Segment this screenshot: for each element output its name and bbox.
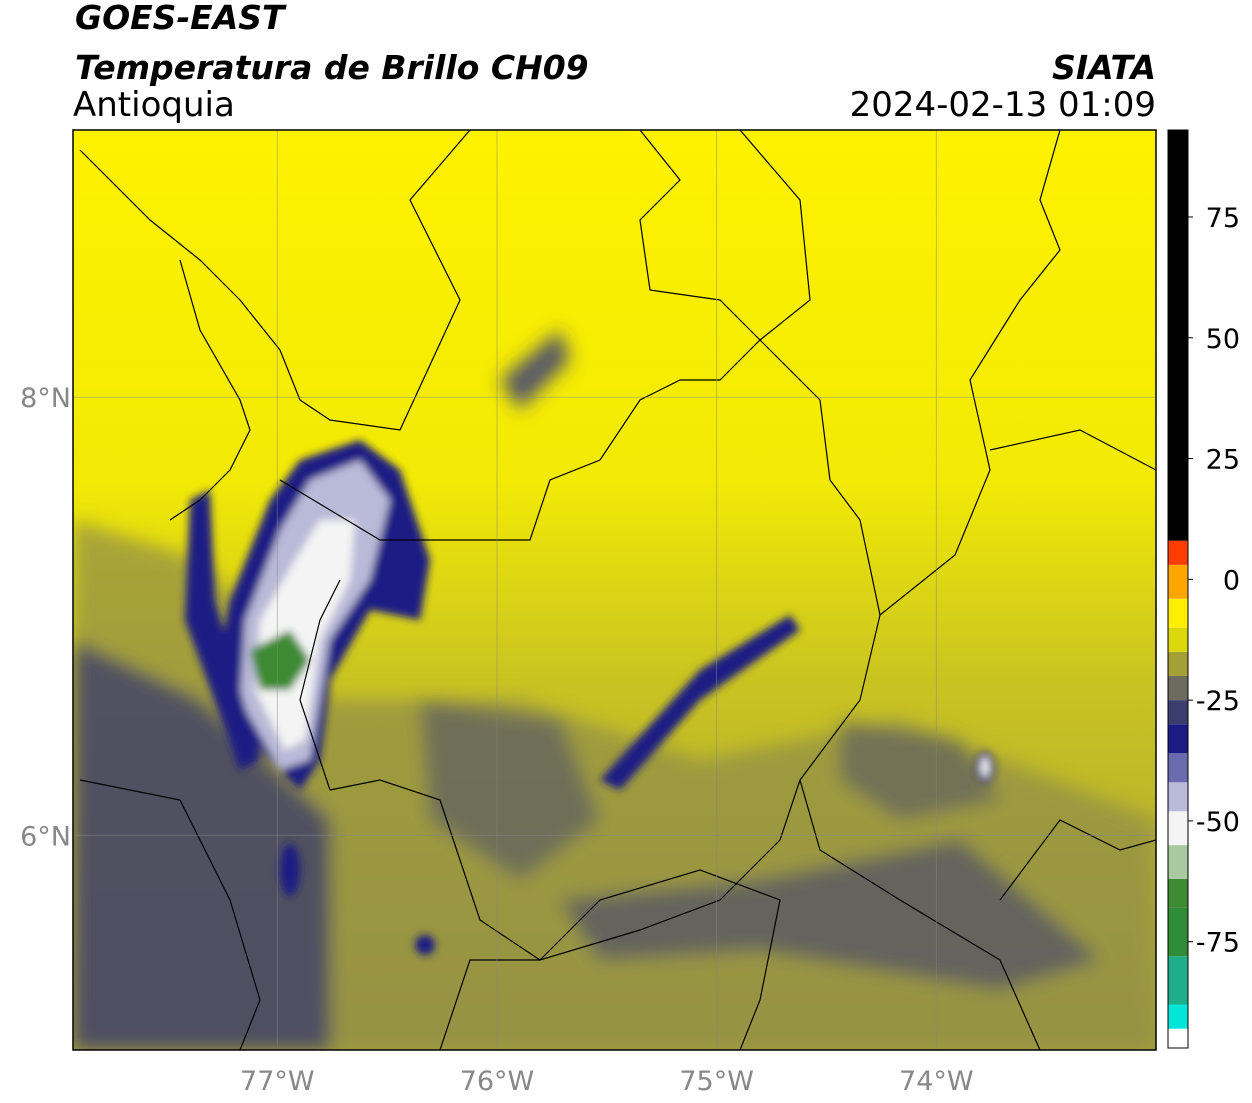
colorbar-segment [1168, 651, 1188, 676]
colorbar-segment [1168, 627, 1188, 652]
lon-tick-label: 75°W [679, 1066, 754, 1097]
colorbar-tick-label: -50 [1196, 807, 1240, 838]
colorbar-segment [1168, 540, 1188, 565]
colorbar-segment [1168, 845, 1188, 879]
colorbar: 75 50 25 0 -25 -50 -75 [1167, 129, 1240, 1049]
colorbar-tick-label: -25 [1196, 686, 1240, 717]
colorbar-segment [1168, 753, 1188, 783]
product-title: Temperatura de Brillo CH09 [75, 48, 589, 87]
colorbar-segment [1168, 724, 1188, 754]
graticule: 77°W 76°W 75°W 74°W 8°N 6°N [20, 130, 1156, 1097]
colorbar-segment [1168, 564, 1188, 599]
lon-tick-label: 74°W [899, 1066, 974, 1097]
colorbar-segment [1168, 130, 1188, 541]
colorbar-tick-label: 0 [1223, 565, 1240, 596]
colorbar-segment [1168, 956, 1188, 1005]
source-label: SIATA [1052, 48, 1156, 87]
colorbar-segment [1168, 1004, 1188, 1029]
lon-tick-label: 77°W [240, 1066, 315, 1097]
map-frame [72, 129, 1157, 1051]
colorbar-segment [1168, 598, 1188, 628]
colorbar-segment [1168, 782, 1188, 812]
lat-tick-label: 6°N [20, 821, 71, 852]
colorbar-segment [1168, 811, 1188, 846]
colorbar-tick-label: 50 [1206, 324, 1240, 355]
map-image [73, 130, 1156, 1050]
colorbar-segment [1168, 675, 1188, 701]
colorbar-tick-label: 75 [1206, 203, 1240, 234]
colorbar-tick-label: 25 [1206, 445, 1240, 476]
colorbar-tick-label: -75 [1196, 928, 1240, 959]
satellite-title: GOES-EAST [75, 0, 287, 37]
lat-tick-label: 8°N [20, 383, 71, 414]
lon-tick-label: 76°W [460, 1066, 535, 1097]
colorbar-segment [1168, 907, 1188, 957]
colorbar-segment [1168, 878, 1188, 908]
colorbar-frame [1167, 129, 1189, 1049]
datetime-label: 2024-02-13 01:09 [850, 85, 1156, 125]
colorbar-segment [1168, 700, 1188, 725]
region-label: Antioquia [73, 85, 235, 125]
colorbar-segment [1168, 1028, 1188, 1048]
